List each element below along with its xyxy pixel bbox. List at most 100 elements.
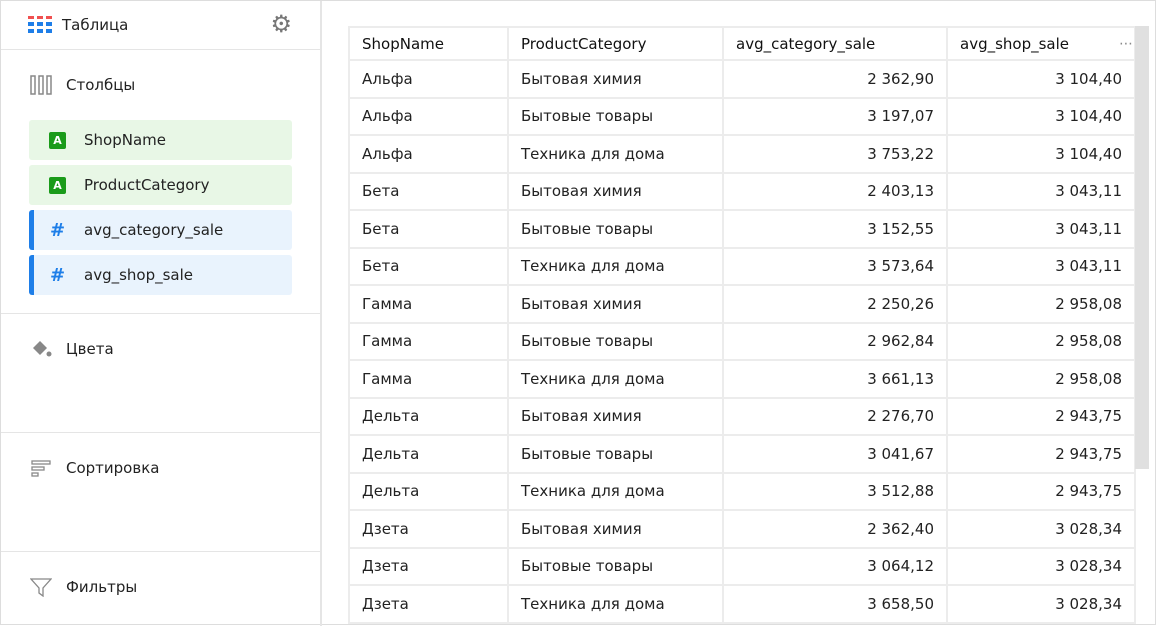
columns-icon: [29, 75, 53, 95]
table-row: Дзета Бытовая химия 2 362,40 3 028,34: [348, 509, 1136, 549]
field-label: ProductCategory: [84, 176, 210, 194]
data-table: ShopName ProductCategory avg_category_sa…: [348, 26, 1136, 624]
cell-productcategory: Техника для дома: [507, 471, 724, 511]
table-row: Дельта Бытовая химия 2 276,70 2 943,75: [348, 396, 1136, 436]
field-shopname[interactable]: A ShopName: [29, 120, 292, 160]
table-header-row: ShopName ProductCategory avg_category_sa…: [348, 26, 1136, 61]
cell-productcategory: Техника для дома: [507, 584, 724, 624]
table-icon: [28, 16, 52, 33]
table-row: Бета Бытовые товары 3 152,55 3 043,11: [348, 209, 1136, 249]
cell-productcategory: Бытовые товары: [507, 209, 724, 249]
cell-productcategory: Техника для дома: [507, 246, 724, 286]
cell-avg-category-sale: 2 362,90: [722, 59, 948, 99]
field-label: ShopName: [84, 131, 166, 149]
dimension-icon: A: [49, 131, 66, 149]
cell-productcategory: Бытовая химия: [507, 396, 724, 436]
table-row: Гамма Техника для дома 3 661,13 2 958,08: [348, 359, 1136, 399]
cell-avg-category-sale: 2 403,13: [722, 171, 948, 211]
cell-avg-shop-sale: 3 028,34: [946, 546, 1136, 586]
paint-bucket-icon: [29, 339, 53, 359]
field-avg-shop-sale[interactable]: # avg_shop_sale: [29, 255, 292, 295]
cell-shopname: Гамма: [348, 284, 509, 324]
gear-icon[interactable]: ⚙: [270, 10, 292, 38]
cell-productcategory: Бытовая химия: [507, 171, 724, 211]
sidebar: Таблица ⚙ Столбцы A ShopName A ProductCate…: [1, 1, 322, 626]
table-row: Дельта Техника для дома 3 512,88 2 943,75: [348, 471, 1136, 511]
cell-shopname: Бета: [348, 246, 509, 286]
table-row: Бета Техника для дома 3 573,64 3 043,11: [348, 246, 1136, 286]
cell-avg-shop-sale: 2 958,08: [946, 321, 1136, 361]
cell-shopname: Альфа: [348, 134, 509, 174]
cell-shopname: Дзета: [348, 584, 509, 624]
cell-productcategory: Бытовые товары: [507, 546, 724, 586]
cell-avg-category-sale: 2 362,40: [722, 509, 948, 549]
filter-icon: [29, 577, 53, 597]
cell-avg-shop-sale: 2 943,75: [946, 396, 1136, 436]
cell-shopname: Дельта: [348, 396, 509, 436]
table-row: Гамма Бытовые товары 2 962,84 2 958,08: [348, 321, 1136, 361]
cell-avg-category-sale: 2 962,84: [722, 321, 948, 361]
cell-shopname: Дельта: [348, 471, 509, 511]
header-avg-category-sale[interactable]: avg_category_sale: [722, 26, 948, 61]
colors-label: Цвета: [66, 340, 114, 358]
table-row: Альфа Техника для дома 3 753,22 3 104,40: [348, 134, 1136, 174]
cell-shopname: Бета: [348, 171, 509, 211]
cell-shopname: Дельта: [348, 434, 509, 474]
cell-avg-category-sale: 3 064,12: [722, 546, 948, 586]
columns-section: Столбцы A ShopName A ProductCategory # avg_…: [1, 50, 320, 314]
cell-shopname: Бета: [348, 209, 509, 249]
cell-shopname: Дзета: [348, 546, 509, 586]
field-label: avg_category_sale: [84, 221, 224, 239]
sort-label: Сортировка: [66, 459, 160, 477]
header-productcategory[interactable]: ProductCategory: [507, 26, 724, 61]
cell-shopname: Дзета: [348, 509, 509, 549]
cell-avg-shop-sale: 2 958,08: [946, 284, 1136, 324]
table-row: Дзета Техника для дома 3 658,50 3 028,34: [348, 584, 1136, 624]
cell-avg-shop-sale: 3 028,34: [946, 584, 1136, 624]
cell-avg-category-sale: 3 197,07: [722, 96, 948, 136]
header-shopname[interactable]: ShopName: [348, 26, 509, 61]
table-row: Бета Бытовая химия 2 403,13 3 043,11: [348, 171, 1136, 211]
measure-icon: #: [49, 264, 66, 286]
visualization-header[interactable]: Таблица ⚙: [1, 1, 320, 50]
cell-productcategory: Бытовые товары: [507, 321, 724, 361]
header-avg-shop-sale[interactable]: avg_shop_sale ⋯: [946, 26, 1136, 61]
cell-productcategory: Бытовая химия: [507, 59, 724, 99]
cell-avg-category-sale: 3 753,22: [722, 134, 948, 174]
cell-productcategory: Техника для дома: [507, 134, 724, 174]
cell-productcategory: Бытовая химия: [507, 284, 724, 324]
measure-icon: #: [49, 219, 66, 241]
cell-avg-shop-sale: 3 028,34: [946, 509, 1136, 549]
more-icon[interactable]: ⋯: [1119, 36, 1134, 52]
columns-label: Столбцы: [66, 76, 136, 94]
table-row: Дзета Бытовые товары 3 064,12 3 028,34: [348, 546, 1136, 586]
field-avg-category-sale[interactable]: # avg_category_sale: [29, 210, 292, 250]
cell-shopname: Гамма: [348, 359, 509, 399]
cell-avg-shop-sale: 3 043,11: [946, 171, 1136, 211]
table-row: Альфа Бытовые товары 3 197,07 3 104,40: [348, 96, 1136, 136]
cell-productcategory: Техника для дома: [507, 359, 724, 399]
sort-section[interactable]: Сортировка: [1, 433, 320, 552]
cell-productcategory: Бытовая химия: [507, 509, 724, 549]
dimension-icon: A: [49, 176, 66, 194]
cell-avg-shop-sale: 3 104,40: [946, 59, 1136, 99]
table-row: Дельта Бытовые товары 3 041,67 2 943,75: [348, 434, 1136, 474]
filters-section[interactable]: Фильтры: [1, 552, 320, 626]
cell-avg-category-sale: 3 041,67: [722, 434, 948, 474]
cell-avg-category-sale: 3 661,13: [722, 359, 948, 399]
cell-shopname: Альфа: [348, 96, 509, 136]
field-productcategory[interactable]: A ProductCategory: [29, 165, 292, 205]
data-table-container: ShopName ProductCategory avg_category_sa…: [348, 26, 1136, 624]
cell-avg-category-sale: 3 512,88: [722, 471, 948, 511]
cell-avg-shop-sale: 3 043,11: [946, 209, 1136, 249]
cell-avg-category-sale: 2 250,26: [722, 284, 948, 324]
cell-shopname: Альфа: [348, 59, 509, 99]
cell-avg-shop-sale: 2 943,75: [946, 471, 1136, 511]
cell-productcategory: Бытовые товары: [507, 434, 724, 474]
cell-avg-shop-sale: 3 104,40: [946, 96, 1136, 136]
scrollbar[interactable]: [1135, 26, 1149, 469]
visualization-title: Таблица: [62, 16, 129, 34]
colors-section[interactable]: Цвета: [1, 314, 320, 433]
cell-avg-category-sale: 3 658,50: [722, 584, 948, 624]
field-label: avg_shop_sale: [84, 266, 194, 284]
